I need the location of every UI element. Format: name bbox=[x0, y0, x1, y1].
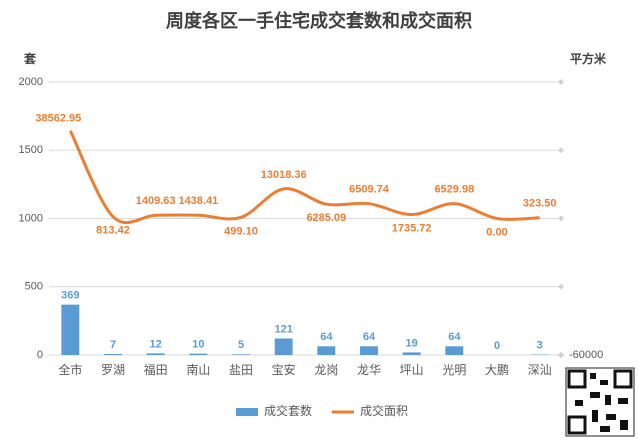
bar bbox=[445, 346, 464, 355]
legend-swatch bbox=[236, 408, 258, 416]
x-tick-label: 深汕 bbox=[528, 363, 552, 377]
line-value-label: 6529.98 bbox=[434, 184, 474, 196]
bar bbox=[402, 352, 421, 355]
y-tick-label: 0 bbox=[37, 349, 43, 361]
y-tick-label: 1500 bbox=[19, 144, 43, 156]
bar-value-label: 3 bbox=[537, 339, 543, 351]
legend-label: 成交面积 bbox=[360, 403, 408, 418]
bar-value-label: 64 bbox=[448, 331, 461, 343]
x-tick-label: 坪山 bbox=[400, 363, 424, 377]
y2-axis-label: 平方米 bbox=[570, 51, 607, 66]
bar bbox=[189, 353, 208, 355]
x-tick-label: 福田 bbox=[144, 362, 168, 377]
line-value-label: 499.10 bbox=[224, 225, 258, 237]
y2-tick-label: -60000 bbox=[569, 349, 603, 361]
bar-value-label: 19 bbox=[406, 337, 418, 349]
line-value-label: 6509.74 bbox=[349, 184, 390, 196]
legend-label: 成交套数 bbox=[264, 403, 312, 418]
bar-value-label: 7 bbox=[110, 339, 116, 351]
qr-code bbox=[565, 367, 635, 437]
x-tick-label: 罗湖 bbox=[101, 362, 125, 377]
x-tick-label: 宝安 bbox=[272, 362, 296, 377]
line-value-label: 813.42 bbox=[96, 225, 130, 237]
line bbox=[68, 130, 540, 224]
bar-value-label: 121 bbox=[274, 323, 292, 335]
bar bbox=[360, 346, 378, 355]
bar bbox=[146, 353, 165, 355]
y-tick-label: 2000 bbox=[19, 76, 43, 88]
x-tick-label: 龙华 bbox=[357, 363, 381, 377]
x-tick-label: 光明 bbox=[442, 363, 466, 377]
y-axis-label: 套 bbox=[23, 51, 37, 66]
bar bbox=[274, 338, 293, 355]
x-tick-label: 南山 bbox=[186, 362, 210, 377]
bar-value-label: 64 bbox=[363, 331, 376, 343]
bar-value-label: 5 bbox=[238, 339, 244, 351]
line-value-label: 1409.63 bbox=[136, 195, 176, 207]
bar-value-label: 0 bbox=[494, 340, 500, 352]
bar-value-label: 369 bbox=[61, 290, 79, 302]
y2-tick-mark bbox=[558, 352, 564, 358]
chart-title: 周度各区一手住宅成交套数和成交面积 bbox=[166, 10, 472, 31]
x-tick-label: 大鹏 bbox=[485, 363, 509, 377]
line-value-label: 38562.95 bbox=[35, 113, 81, 125]
grid-end-marker bbox=[558, 283, 564, 290]
line-value-label: 0.00 bbox=[486, 226, 507, 238]
bar-value-label: 64 bbox=[320, 331, 333, 343]
line-value-label: 1735.72 bbox=[392, 222, 432, 234]
y-tick-label: 1000 bbox=[19, 212, 43, 224]
x-tick-label: 盐田 bbox=[229, 363, 253, 377]
line-value-label: 13018.36 bbox=[261, 169, 307, 181]
bar bbox=[61, 304, 80, 355]
line-value-label: 1438.41 bbox=[178, 195, 218, 207]
grid-end-marker bbox=[558, 215, 564, 222]
line-value-label: 323.50 bbox=[523, 198, 557, 210]
bar-value-label: 12 bbox=[150, 338, 162, 350]
x-tick-label: 全市 bbox=[58, 362, 82, 377]
line-value-label: 6285.09 bbox=[306, 212, 346, 224]
bar bbox=[317, 346, 336, 355]
bar bbox=[104, 354, 122, 355]
bar bbox=[232, 354, 250, 355]
bar-value-label: 10 bbox=[192, 339, 204, 351]
grid-end-marker bbox=[558, 147, 564, 154]
grid-end-marker bbox=[558, 79, 564, 85]
x-tick-label: 龙岗 bbox=[314, 363, 338, 377]
y-tick-label: 500 bbox=[25, 281, 43, 293]
